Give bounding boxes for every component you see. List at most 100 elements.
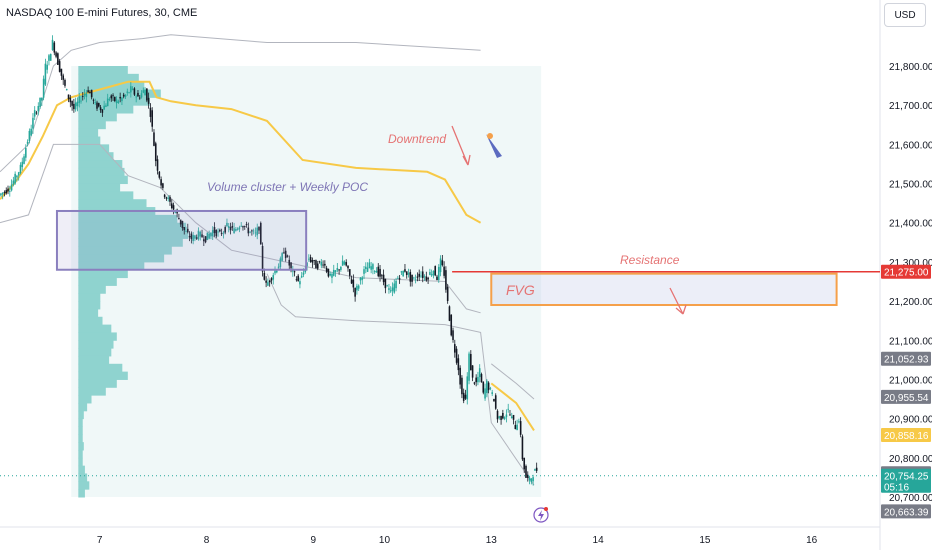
candle-body	[71, 101, 73, 106]
candle-body	[142, 90, 145, 93]
x-tick-label: 15	[699, 535, 711, 546]
x-tick-label: 13	[486, 535, 498, 546]
y-tick-label: 21,400.00	[889, 219, 932, 230]
candle-body	[114, 96, 116, 101]
candle-body	[78, 96, 81, 103]
candle-body	[146, 88, 148, 101]
volume-profile-bar	[78, 113, 117, 122]
candle-body	[87, 90, 89, 93]
candle-body	[37, 106, 40, 112]
candle-body	[206, 232, 209, 241]
x-tick-label: 14	[593, 535, 605, 546]
y-tick-label: 20,800.00	[889, 454, 932, 465]
volume-profile-bar	[78, 246, 172, 255]
candle-body	[423, 276, 426, 278]
currency-button[interactable]: USD	[884, 3, 926, 27]
candle-body	[313, 260, 315, 261]
y-tick-label: 21,100.00	[889, 336, 932, 347]
candle-body	[450, 314, 453, 336]
candle-body	[99, 107, 102, 111]
candle-body	[268, 280, 271, 283]
candle-body	[60, 68, 63, 76]
x-tick-label: 10	[379, 535, 391, 546]
volume-profile-bar	[78, 481, 90, 490]
candle-body	[441, 260, 444, 266]
candle-body	[172, 205, 175, 210]
candle-body	[329, 273, 331, 276]
candle-body	[389, 290, 392, 292]
candle-body	[457, 358, 460, 371]
candle-body	[272, 275, 275, 280]
candle-body	[105, 105, 107, 107]
volume-profile-bar	[78, 387, 106, 396]
candle-body	[359, 277, 362, 281]
candle-body	[434, 266, 437, 276]
candle-body	[343, 261, 346, 265]
candle-body	[130, 86, 132, 93]
candle-body	[407, 273, 410, 275]
candle-body	[133, 88, 136, 95]
candle-body	[259, 222, 262, 245]
candle-body	[46, 64, 48, 70]
candle-body	[388, 288, 390, 290]
volume-profile-bar	[78, 489, 85, 498]
candle-body	[532, 477, 534, 482]
symbol-title[interactable]: NASDAQ 100 E-mini Futures, 30, CME	[6, 7, 198, 19]
candle-body	[183, 227, 186, 231]
volume-profile-bar	[78, 261, 145, 271]
candle-body	[523, 457, 526, 470]
rocket-icon	[486, 134, 502, 158]
candle-body	[345, 262, 348, 266]
candle-body	[243, 226, 246, 227]
volume-cluster-box	[55, 209, 308, 271]
candle-body	[288, 259, 291, 266]
candle-body	[484, 388, 486, 399]
volume-profile-bar	[78, 73, 139, 83]
volume-profile-bar	[78, 199, 147, 208]
candle-body	[19, 164, 22, 174]
candle-body	[199, 231, 202, 237]
candle-body	[489, 387, 492, 389]
candle-body	[108, 99, 111, 100]
candle-body	[33, 110, 36, 117]
candle-body	[439, 258, 442, 273]
candle-body	[85, 92, 88, 97]
volume-profile-bar	[78, 363, 123, 373]
volume-profile-bar	[78, 136, 101, 145]
candle-body	[179, 219, 182, 225]
volume-profile-bar	[78, 308, 99, 318]
candle-body	[74, 102, 77, 110]
candle-body	[117, 101, 120, 104]
candle-body	[140, 93, 143, 98]
price-badge-value: 21,052.93	[884, 355, 929, 366]
bar-countdown: 05:16	[884, 483, 909, 494]
volume-profile-bar	[78, 152, 114, 161]
candle-body	[144, 89, 146, 96]
candle-body	[162, 183, 164, 188]
price-badge-value: 20,754.25	[884, 472, 929, 483]
candle-body	[169, 197, 171, 202]
candle-body	[382, 274, 385, 283]
candle-body	[427, 277, 429, 280]
candle-body	[217, 231, 219, 233]
candle-body	[112, 95, 114, 97]
candle-body	[195, 237, 198, 239]
candle-body	[210, 232, 212, 237]
y-tick-label: 20,700.00	[889, 493, 932, 504]
candle-body	[219, 229, 221, 232]
candle-body	[402, 270, 404, 277]
fvg-arrow	[669, 287, 687, 315]
y-tick-label: 21,200.00	[889, 297, 932, 308]
candle-body	[498, 416, 501, 418]
candle-body	[12, 180, 15, 185]
candle-body	[236, 228, 239, 230]
candle-body	[76, 101, 79, 107]
candle-body	[404, 269, 406, 272]
candle-body	[135, 96, 137, 98]
vwap-line-2	[490, 382, 535, 431]
candle-body	[167, 197, 170, 199]
volume-profile-bar	[78, 183, 121, 192]
candle-body	[17, 172, 20, 176]
